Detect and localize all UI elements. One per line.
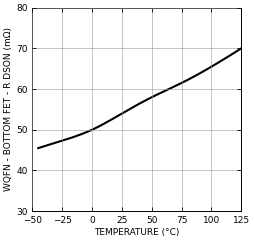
Y-axis label: WQFN - BOTTOM FET - R DSON (mΩ): WQFN - BOTTOM FET - R DSON (mΩ) — [4, 27, 13, 191]
X-axis label: TEMPERATURE (°C): TEMPERATURE (°C) — [94, 228, 180, 237]
